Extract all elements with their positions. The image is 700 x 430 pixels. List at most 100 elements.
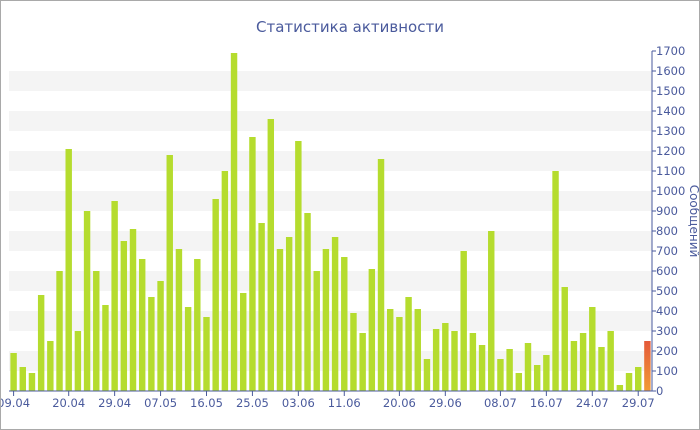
- x-tick-label: 03.06: [282, 396, 315, 410]
- bars-group: [10, 53, 651, 391]
- chart-title: Статистика активности: [256, 18, 444, 36]
- bar: [65, 149, 72, 391]
- bar: [533, 365, 541, 391]
- bar: [285, 237, 293, 391]
- bar: [432, 329, 440, 391]
- bar: [488, 231, 495, 391]
- y-axis-label: Сообщений: [687, 185, 699, 258]
- bar: [497, 359, 504, 391]
- bar: [368, 269, 376, 391]
- y-tick-label: 300: [656, 324, 678, 338]
- y-tick-label: 500: [656, 284, 678, 298]
- bar: [157, 281, 164, 391]
- x-tick-label: 16.07: [530, 396, 563, 410]
- bar: [19, 367, 26, 391]
- bar: [377, 159, 385, 391]
- bar: [240, 293, 247, 391]
- bar: [506, 349, 513, 391]
- x-tick-label: 29.07: [622, 396, 655, 410]
- bar: [93, 271, 100, 391]
- y-tick-label: 1500: [656, 84, 685, 98]
- bar: [148, 297, 155, 391]
- y-tick-label: 1400: [656, 104, 685, 118]
- bar: [469, 333, 477, 391]
- bar: [341, 257, 348, 391]
- grid-band: [9, 111, 652, 131]
- bar: [47, 341, 54, 391]
- y-tick-label: 400: [656, 304, 678, 318]
- bar: [579, 333, 587, 391]
- bar: [249, 137, 256, 391]
- bar: [102, 305, 109, 391]
- x-tick-label: 25.05: [236, 396, 269, 410]
- bar: [414, 309, 421, 391]
- x-axis-ticks: 09.04 20.04 29.04 07.05 16.05 25.05 03.06 11.06…: [1, 391, 655, 410]
- bar-highlighted: [644, 341, 651, 391]
- y-tick-label: 1000: [656, 184, 685, 198]
- grid-band: [9, 151, 652, 171]
- bar: [166, 155, 173, 391]
- x-tick-label: 09.04: [1, 396, 30, 410]
- bar: [359, 333, 366, 391]
- bar: [616, 385, 624, 391]
- y-tick-label: 1200: [656, 144, 685, 158]
- bar: [313, 271, 320, 391]
- y-tick-label: 800: [656, 224, 678, 238]
- y-axis-ticks: 0 100 200 300 400 500 600 700 800 900 1000 1100 1200…: [652, 44, 685, 398]
- bar: [524, 343, 532, 391]
- y-tick-label: 200: [656, 344, 678, 358]
- y-tick-label: 100: [656, 364, 678, 378]
- y-tick-label: 1300: [656, 124, 685, 138]
- bar: [423, 359, 431, 391]
- bar: [543, 355, 550, 391]
- x-tick-label: 16.05: [190, 396, 223, 410]
- bar: [120, 241, 128, 391]
- x-tick-label: 20.04: [52, 396, 85, 410]
- bar: [258, 223, 265, 391]
- bar: [607, 331, 614, 391]
- bar: [175, 249, 183, 391]
- bar: [405, 297, 412, 391]
- y-tick-label: 700: [656, 244, 678, 258]
- x-tick-label: 29.04: [98, 396, 131, 410]
- bar: [570, 341, 578, 391]
- bar: [598, 347, 605, 391]
- y-tick-label: 0: [656, 384, 663, 398]
- bar: [350, 313, 357, 391]
- x-tick-label: 07.05: [144, 396, 177, 410]
- bar: [56, 271, 63, 391]
- bar: [295, 141, 302, 391]
- bar: [230, 53, 238, 391]
- grid-band: [9, 71, 652, 91]
- x-tick-label: 11.06: [328, 396, 361, 410]
- x-tick-label: 08.07: [484, 396, 517, 410]
- bar: [194, 259, 201, 391]
- bar: [460, 251, 467, 391]
- bar: [37, 295, 45, 391]
- bar: [83, 211, 91, 391]
- bar: [478, 345, 486, 391]
- bar: [331, 237, 339, 391]
- bar: [635, 367, 642, 391]
- y-tick-label: 600: [656, 264, 678, 278]
- bar: [221, 171, 229, 391]
- bar: [10, 353, 17, 391]
- bar: [111, 201, 118, 391]
- bar: [138, 259, 146, 391]
- bar: [386, 309, 394, 391]
- x-tick-label: 29.06: [429, 396, 462, 410]
- bar: [203, 317, 210, 391]
- bar: [276, 249, 284, 391]
- x-tick-label: 20.06: [383, 396, 416, 410]
- bar: [552, 171, 559, 391]
- y-tick-label: 1700: [656, 44, 685, 58]
- bar: [451, 331, 458, 391]
- y-tick-label: 900: [656, 204, 678, 218]
- bar: [396, 317, 403, 391]
- bar: [267, 119, 275, 391]
- bar: [74, 331, 82, 391]
- x-tick-label: 24.07: [576, 396, 609, 410]
- bar: [129, 229, 137, 391]
